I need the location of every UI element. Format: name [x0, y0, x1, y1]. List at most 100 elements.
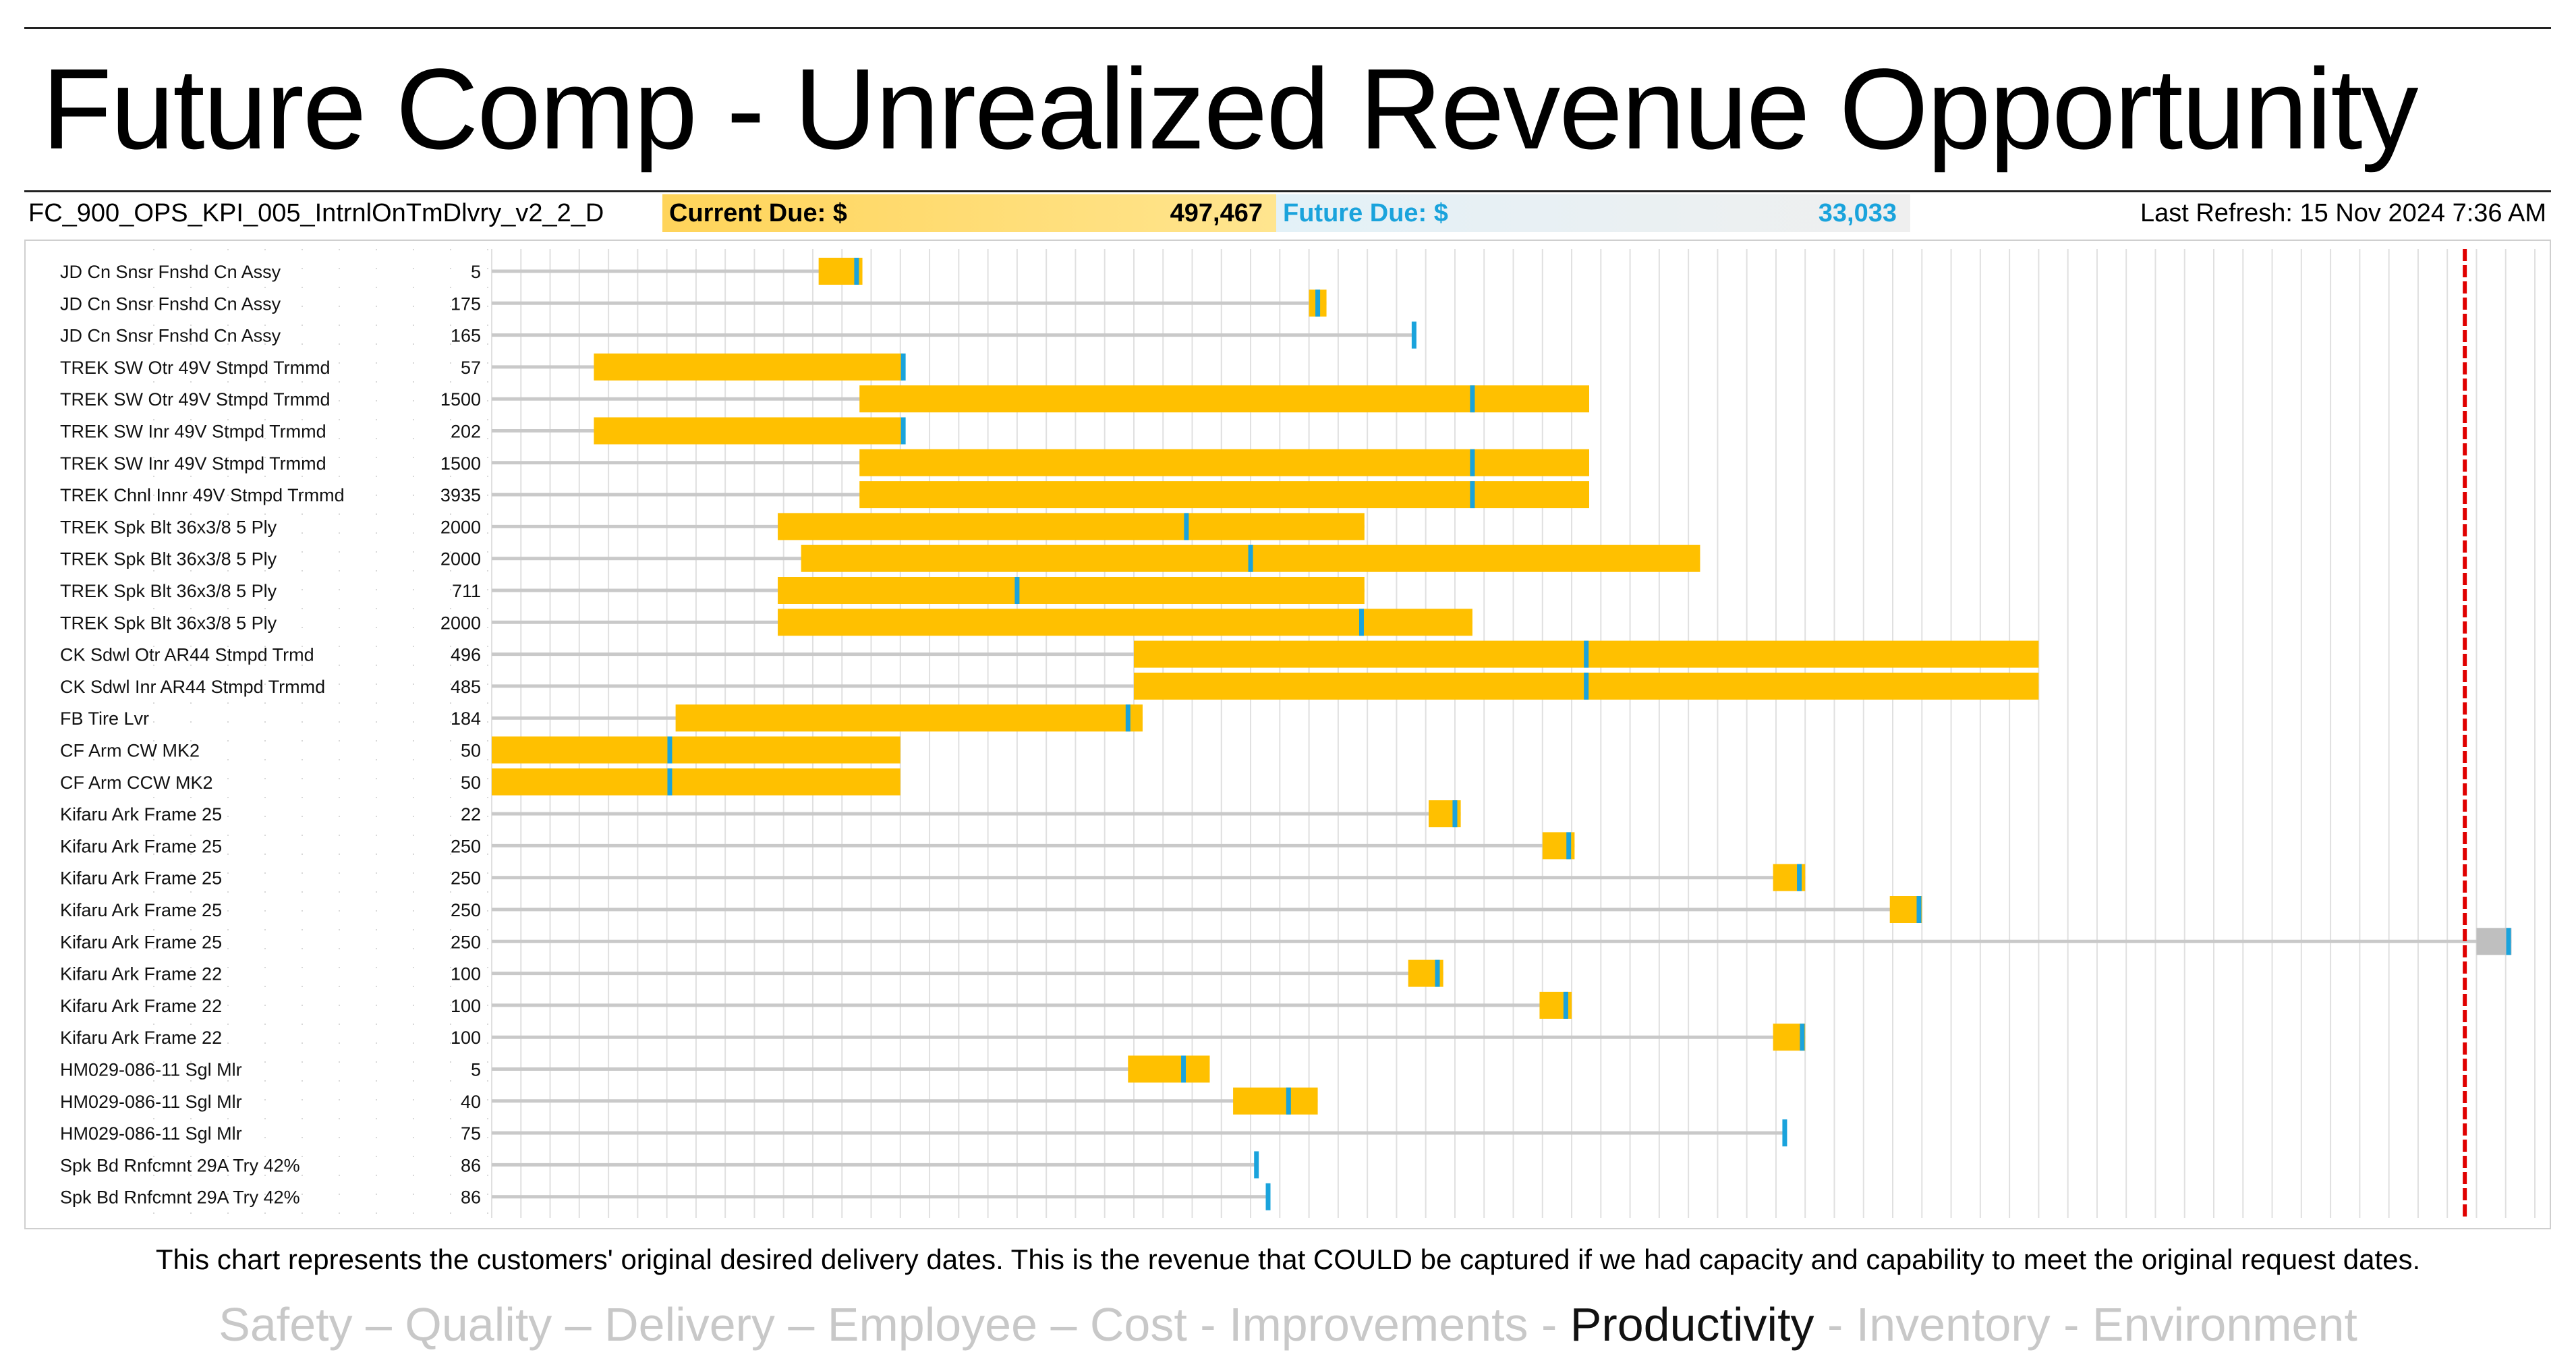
footer-item: Inventory: [1856, 1298, 2051, 1351]
last-refresh: Last Refresh: 15 Nov 2024 7:36 AM: [2140, 199, 2546, 227]
date-marker: [1014, 577, 1020, 604]
row-label: Kifaru Ark Frame 22: [60, 964, 222, 984]
row-qty: 202: [451, 422, 481, 442]
footer-item: –: [1037, 1298, 1090, 1351]
due-bar: [778, 513, 1365, 540]
future-bar: [2476, 928, 2512, 955]
row-qty: 50: [461, 773, 481, 793]
footer-item: Productivity: [1570, 1298, 1814, 1351]
row-qty: 75: [461, 1123, 481, 1144]
date-marker: [1315, 289, 1321, 317]
row-label: CK Sdwl Otr AR44 Stmpd Trmd: [60, 645, 314, 665]
row-qty: 184: [451, 708, 481, 729]
row-label: TREK Chnl Innr 49V Stmpd Trmmd: [60, 485, 345, 505]
date-marker: [1358, 609, 1364, 636]
row-label: CF Arm CCW MK2: [60, 773, 213, 793]
date-marker: [1125, 704, 1130, 732]
footer-item: -: [1186, 1298, 1230, 1351]
row-label: TREK SW Inr 49V Stmpd Trmmd: [60, 453, 326, 474]
row-label: FB Tire Lvr: [60, 708, 149, 729]
date-marker: [1181, 1055, 1186, 1083]
footer-item: Environment: [2092, 1298, 2357, 1351]
date-marker: [1411, 321, 1416, 349]
footer-item: Cost: [1089, 1298, 1187, 1351]
row-qty: 1500: [440, 453, 481, 474]
row-label: Kifaru Ark Frame 22: [60, 1028, 222, 1048]
row-qty: 2000: [440, 549, 481, 569]
row-label: TREK SW Inr 49V Stmpd Trmmd: [60, 422, 326, 442]
date-marker: [1470, 449, 1475, 476]
row-qty: 1500: [440, 389, 481, 410]
row-qty: 40: [461, 1092, 481, 1112]
date-marker: [854, 258, 859, 285]
row-label: CK Sdwl Inr AR44 Stmpd Trmmd: [60, 677, 325, 697]
date-marker: [900, 353, 906, 381]
row-qty: 57: [461, 358, 481, 378]
row-label: Kifaru Ark Frame 25: [60, 836, 222, 856]
row-qty: 5: [471, 1060, 481, 1080]
top-rule: [24, 27, 2551, 29]
row-qty: 496: [451, 645, 481, 665]
due-bar: [859, 385, 1590, 413]
date-marker: [1435, 959, 1440, 987]
date-marker: [1782, 1119, 1787, 1147]
row-label: TREK Spk Blt 36x3/8 5 Ply: [60, 517, 277, 537]
future-due-box: Future Due: $ 33,033: [1276, 194, 1910, 232]
due-bar: [1773, 1024, 1806, 1051]
row-qty: 100: [451, 1028, 481, 1048]
report-id: FC_900_OPS_KPI_005_IntrnlOnTmDlvry_v2_2_…: [28, 199, 604, 227]
date-marker: [1563, 991, 1568, 1019]
row-qty: 711: [452, 581, 481, 601]
row-label: TREK Spk Blt 36x3/8 5 Ply: [60, 549, 277, 569]
row-label: JD Cn Snsr Fnshd Cn Assy: [60, 262, 281, 282]
row-qty: 5: [471, 262, 481, 282]
footer-item: Delivery: [604, 1298, 775, 1351]
row-label: Spk Bd Rnfcmnt 29A Try 42%: [60, 1155, 300, 1175]
row-label: Spk Bd Rnfcmnt 29A Try 42%: [60, 1188, 300, 1208]
footer-item: –: [352, 1298, 405, 1351]
date-marker: [1248, 544, 1253, 572]
date-marker: [1584, 640, 1589, 668]
header-rule: [24, 190, 2551, 192]
row-label: JD Cn Snsr Fnshd Cn Assy: [60, 326, 281, 346]
date-marker: [1800, 1024, 1805, 1051]
row-label: JD Cn Snsr Fnshd Cn Assy: [60, 294, 281, 314]
chart-caption: This chart represents the customers' ori…: [155, 1244, 2421, 1275]
date-marker: [1470, 385, 1475, 413]
row-qty: 3935: [440, 485, 481, 505]
gantt-chart: JD Cn Snsr Fnshd Cn Assy 5 JD Cn Snsr Fnsh…: [60, 249, 2536, 1218]
footer-item: Safety: [219, 1298, 353, 1351]
row-label: TREK Spk Blt 36x3/8 5 Ply: [60, 613, 277, 633]
current-due-label: Current Due: $: [669, 199, 847, 227]
due-bar: [1889, 896, 1922, 923]
due-bar: [859, 481, 1590, 509]
date-marker: [1916, 896, 1922, 923]
due-bar: [778, 609, 1472, 636]
row-qty: 22: [461, 804, 481, 825]
row-qty: 2000: [440, 517, 481, 537]
row-qty: 86: [461, 1188, 481, 1208]
gantt-chart-frame: JD Cn Snsr Fnshd Cn Assy 5 JD Cn Snsr Fnsh…: [24, 240, 2551, 1229]
row-label: CF Arm CW MK2: [60, 741, 200, 761]
row-qty: 86: [461, 1155, 481, 1175]
footer-item: Employee: [827, 1298, 1038, 1351]
due-bar: [778, 577, 1365, 604]
due-bar: [492, 736, 900, 764]
row-label: TREK SW Otr 49V Stmpd Trmmd: [60, 358, 331, 378]
row-label: Kifaru Ark Frame 22: [60, 996, 222, 1016]
date-marker: [1566, 832, 1572, 860]
row-qty: 250: [451, 836, 481, 856]
footer-item: -: [1814, 1298, 1856, 1351]
due-bar: [594, 417, 904, 445]
date-marker: [1470, 481, 1475, 509]
row-qty: 2000: [440, 613, 481, 633]
footer-pillars: Safety – Quality – Delivery – Employee –…: [0, 1294, 2576, 1355]
row-qty: 100: [451, 964, 481, 984]
row-label: HM029-086-11 Sgl Mlr: [60, 1060, 242, 1080]
row-label: Kifaru Ark Frame 25: [60, 868, 222, 889]
row-qty: 250: [451, 932, 481, 952]
row-qty: 250: [451, 868, 481, 889]
date-marker: [1797, 864, 1802, 891]
date-marker: [667, 736, 672, 764]
due-bar: [675, 704, 1143, 732]
